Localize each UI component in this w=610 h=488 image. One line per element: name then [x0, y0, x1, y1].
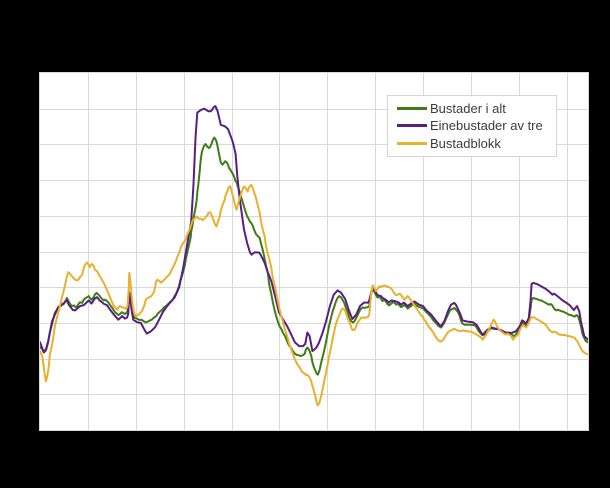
legend: Bustader i alt Einebustader av tre Busta…	[387, 95, 557, 157]
legend-label: Bustader i alt	[430, 101, 506, 117]
legend-line-swatch-icon	[397, 141, 427, 145]
series-line-einebustader-av-tre	[40, 105, 588, 354]
legend-item-einebustader-av-tre[interactable]: Einebustader av tre	[397, 117, 548, 134]
series-line-bustader-i-alt	[40, 136, 588, 376]
legend-line-swatch-icon	[397, 107, 427, 111]
legend-label: Einebustader av tre	[430, 118, 543, 134]
legend-line-swatch-icon	[397, 124, 427, 128]
series-line-bustadblokk	[40, 184, 588, 407]
legend-item-bustader-i-alt[interactable]: Bustader i alt	[397, 100, 548, 117]
chart-canvas	[40, 73, 588, 430]
legend-item-bustadblokk[interactable]: Bustadblokk	[397, 135, 548, 152]
legend-label: Bustadblokk	[430, 135, 501, 151]
plot-area: Bustader i alt Einebustader av tre Busta…	[39, 72, 589, 431]
